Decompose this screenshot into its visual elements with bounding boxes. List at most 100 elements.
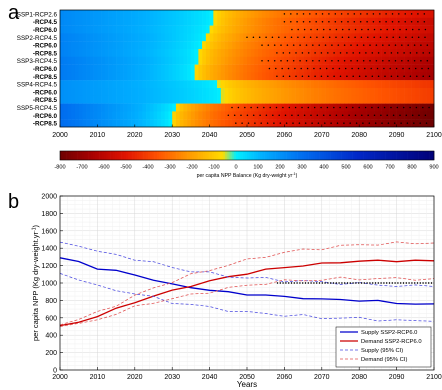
colorbar-segment [214, 151, 217, 160]
heatmap-row-label: SSP2-RCP4.5 [17, 35, 58, 42]
heatmap-cell [134, 56, 139, 65]
heatmap-cell [232, 41, 237, 50]
significance-dot [413, 122, 415, 124]
heatmap-cell [131, 95, 136, 104]
heatmap-cell [314, 72, 319, 81]
heatmap-cell [407, 10, 412, 18]
heatmap-cell [280, 111, 285, 120]
heatmap-cell [168, 103, 173, 112]
heatmap-cell [359, 49, 364, 57]
heatmap-cell [108, 80, 113, 89]
heatmap-cell [303, 17, 308, 26]
heatmap-cell [179, 25, 184, 34]
heatmap-cell [217, 25, 222, 34]
heatmap-cell [400, 119, 405, 128]
heatmap-cell [168, 25, 173, 34]
heatmap-cell [179, 88, 184, 96]
colorbar-segment [363, 151, 367, 160]
heatmap-cell [347, 17, 353, 26]
significance-dot [282, 75, 285, 78]
colorbar-segment [260, 151, 263, 160]
heatmap-cell [366, 56, 371, 65]
heatmap-cell [138, 88, 143, 96]
x-tick-label: 2000 [52, 374, 68, 381]
heatmap-cell [220, 103, 225, 112]
colorbar-segment [185, 151, 188, 160]
heatmap-cell [123, 17, 128, 26]
heatmap-cell [370, 64, 375, 73]
heatmap-cell [89, 56, 94, 65]
heatmap-cell [131, 103, 136, 112]
heatmap-cell [217, 103, 222, 112]
heatmap-cell [426, 49, 431, 57]
colorbar-segment [392, 151, 395, 160]
significance-dot [252, 114, 255, 117]
heatmap-cell [329, 17, 334, 26]
heatmap-cell [247, 25, 252, 34]
significance-dot [410, 20, 413, 23]
heatmap-cell [419, 64, 424, 73]
heatmap-cell [366, 49, 371, 57]
significance-dot [372, 13, 375, 15]
heatmap-cell [119, 33, 124, 42]
heatmap-cell [78, 64, 83, 73]
heatmap-cell [374, 49, 379, 57]
heatmap-cell [74, 72, 79, 81]
heatmap-cell [385, 49, 390, 57]
significance-dot [341, 36, 344, 39]
heatmap-cell [67, 80, 72, 89]
colorbar-segment [425, 151, 428, 160]
heatmap-cell [377, 88, 382, 96]
significance-dot [398, 13, 400, 15]
heatmap-cell [336, 72, 341, 81]
heatmap-cell [261, 119, 266, 128]
significance-dot [386, 36, 388, 39]
heatmap-cell [63, 80, 68, 89]
heatmap-cell [78, 72, 83, 81]
significance-dot [383, 67, 385, 70]
significance-dot [320, 52, 323, 54]
heatmap-cell [400, 80, 405, 89]
significance-dot [307, 106, 310, 109]
heatmap-cell [232, 88, 237, 96]
heatmap-cell [228, 33, 233, 42]
colorbar-segment [357, 151, 360, 160]
heatmap-cell [183, 103, 188, 112]
heatmap-cell [209, 10, 214, 18]
significance-dot [327, 52, 329, 54]
heatmap-cell [430, 10, 435, 18]
heatmap-cell [370, 119, 375, 128]
heatmap-cell [396, 56, 401, 65]
heatmap-cell [228, 17, 233, 26]
colorbar-segment [361, 151, 364, 160]
heatmap-cell [261, 17, 266, 26]
significance-dot [385, 13, 387, 15]
heatmap-cell [265, 17, 270, 26]
heatmap-cell [108, 111, 113, 120]
significance-dot [368, 122, 371, 124]
heatmap-cell [265, 88, 270, 96]
heatmap-cell [108, 64, 113, 73]
heatmap-cell [116, 95, 121, 104]
heatmap-cell [291, 64, 296, 73]
significance-dot [418, 28, 420, 31]
significance-dot [350, 59, 352, 62]
heatmap-cell [247, 72, 252, 81]
heatmap-cell [430, 80, 435, 89]
heatmap-cell [250, 25, 255, 34]
colorbar-segment [343, 151, 347, 160]
heatmap-cell [190, 111, 195, 120]
colorbar-label-main: per capita NPP Balance (Kg dry-weight yr [197, 173, 293, 179]
heatmap-cell [250, 80, 255, 89]
heatmap-cell [269, 80, 274, 89]
x-tick-label: 2060 [277, 374, 293, 381]
heatmap-cell [392, 33, 397, 42]
significance-dot [371, 75, 374, 78]
heatmap-cell [347, 80, 353, 89]
y-tick-label: 600 [45, 315, 57, 322]
heatmap-cell [362, 72, 367, 81]
heatmap-cell [392, 17, 397, 26]
heatmap-cell [97, 41, 102, 50]
heatmap-cell [104, 64, 109, 73]
heatmap-cell [299, 33, 304, 42]
